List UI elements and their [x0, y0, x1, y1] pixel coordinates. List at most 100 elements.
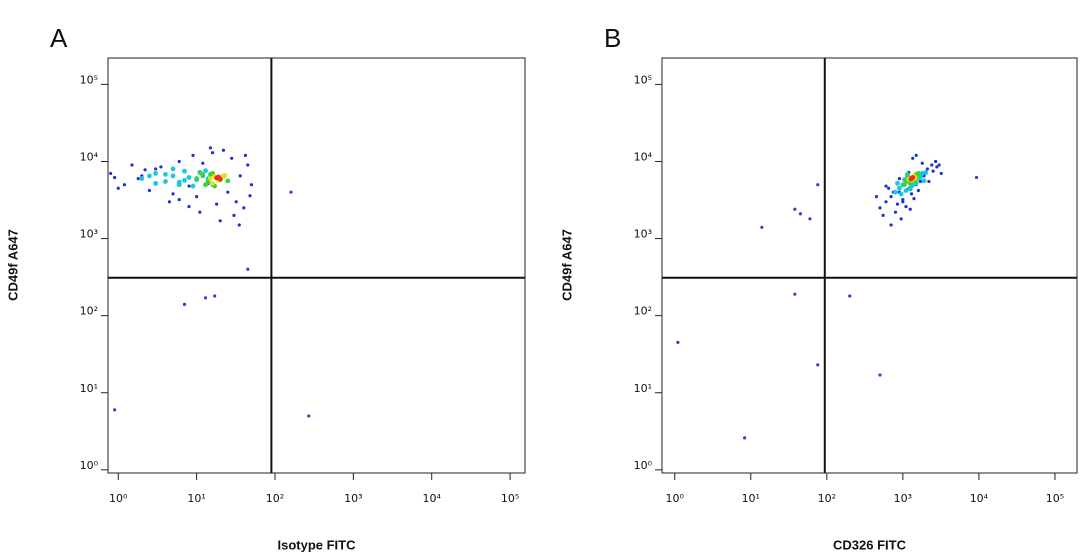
- x-tick-label: 10¹: [187, 492, 205, 505]
- event-dot: [937, 163, 941, 167]
- event-dot: [198, 210, 202, 214]
- event-dot: [215, 202, 219, 206]
- y-tick-label: 10⁰: [634, 459, 653, 472]
- event-dot: [881, 213, 885, 217]
- event-dot: [760, 225, 764, 229]
- event-dot: [889, 195, 893, 199]
- y-tick-label: 10⁴: [80, 150, 99, 163]
- event-dot: [848, 294, 852, 298]
- event-dot: [113, 408, 117, 412]
- event-dot: [203, 296, 208, 300]
- event-dot: [147, 173, 152, 179]
- event-dot: [130, 163, 134, 167]
- event-dot: [918, 179, 922, 184]
- event-dot: [113, 175, 117, 180]
- event-dot: [153, 180, 159, 186]
- event-dot: [197, 170, 203, 175]
- y-tick-label: 10⁵: [634, 73, 652, 86]
- event-dot: [237, 223, 241, 227]
- x-tick-label: 10⁴: [423, 492, 442, 505]
- event-dot: [743, 436, 747, 440]
- event-dot: [931, 169, 935, 173]
- event-dot: [170, 166, 176, 172]
- event-dot: [163, 179, 168, 184]
- panel: B 10⁰ 10¹ 10² 10³ 10⁴ 10⁵ 10⁰ 10¹ 10² 10³ 10⁴ 10⁵ CD3…: [559, 23, 1078, 552]
- event-dot: [912, 197, 916, 201]
- event-dot: [898, 191, 904, 197]
- y-tick-label: 10¹: [80, 382, 98, 395]
- event-dot: [238, 174, 242, 178]
- event-dot: [920, 161, 924, 165]
- event-dot: [974, 175, 979, 180]
- event-dot: [914, 153, 918, 157]
- event-dot: [194, 176, 200, 181]
- event-dot: [897, 176, 901, 181]
- event-dot: [159, 165, 163, 169]
- x-axis-label: Isotype FITC: [277, 537, 356, 552]
- event-dot: [246, 267, 250, 271]
- panel-label: A: [50, 23, 68, 53]
- event-dot: [289, 190, 293, 194]
- event-dot: [902, 182, 907, 188]
- event-dot: [109, 171, 113, 176]
- event-dot: [163, 171, 168, 177]
- event-dot: [211, 151, 215, 155]
- event-dot: [895, 202, 900, 206]
- event-dot: [218, 219, 222, 223]
- event-dot: [816, 183, 820, 187]
- y-axis-label: CD49f A647: [559, 229, 574, 301]
- event-dot: [243, 153, 248, 157]
- event-dot: [195, 195, 199, 199]
- event-dot: [176, 179, 182, 185]
- event-dot: [226, 190, 230, 194]
- event-dot: [927, 179, 931, 184]
- x-tick-label: 10⁵: [501, 492, 519, 505]
- x-tick-label: 10⁴: [970, 492, 989, 505]
- event-dot: [676, 340, 680, 344]
- y-tick-label: 10⁴: [634, 150, 653, 163]
- event-dot: [893, 210, 898, 214]
- event-dot: [154, 167, 158, 171]
- y-tick-label: 10⁰: [80, 459, 99, 472]
- event-dot: [143, 168, 147, 172]
- event-dot: [893, 189, 898, 195]
- event-dot: [190, 183, 196, 189]
- event-dot: [210, 180, 216, 186]
- event-dot: [201, 161, 205, 165]
- event-dot: [187, 204, 191, 209]
- event-dot: [167, 200, 172, 204]
- event-dot: [232, 213, 236, 217]
- event-dot: [923, 170, 929, 175]
- event-dot: [307, 414, 311, 418]
- event-dot: [887, 186, 891, 190]
- event-dot: [186, 175, 192, 180]
- event-dot: [230, 156, 234, 160]
- event-dot: [182, 168, 187, 174]
- event-dot: [930, 163, 934, 167]
- event-dot: [909, 192, 914, 196]
- y-tick-label: 10³: [80, 228, 98, 241]
- event-dot: [139, 176, 145, 181]
- x-tick-label: 10³: [894, 492, 912, 505]
- event-dot: [248, 194, 252, 198]
- event-dot: [793, 207, 797, 211]
- event-dot: [889, 223, 893, 227]
- event-dot: [921, 178, 927, 184]
- event-dot: [249, 183, 253, 187]
- event-dot: [136, 176, 140, 181]
- x-tick-label: 10¹: [742, 492, 760, 505]
- event-dot: [177, 198, 181, 202]
- event-dot: [234, 200, 238, 204]
- event-dot: [191, 153, 195, 157]
- event-dot: [939, 171, 943, 176]
- event-dot: [916, 188, 920, 193]
- event-dot: [908, 176, 914, 182]
- event-dot: [182, 177, 187, 183]
- event-dot: [200, 173, 206, 179]
- event-dot: [177, 159, 181, 164]
- x-tick-label: 10⁰: [666, 492, 685, 505]
- event-dot: [901, 198, 905, 202]
- event-dot: [896, 185, 902, 191]
- event-dot: [911, 156, 915, 160]
